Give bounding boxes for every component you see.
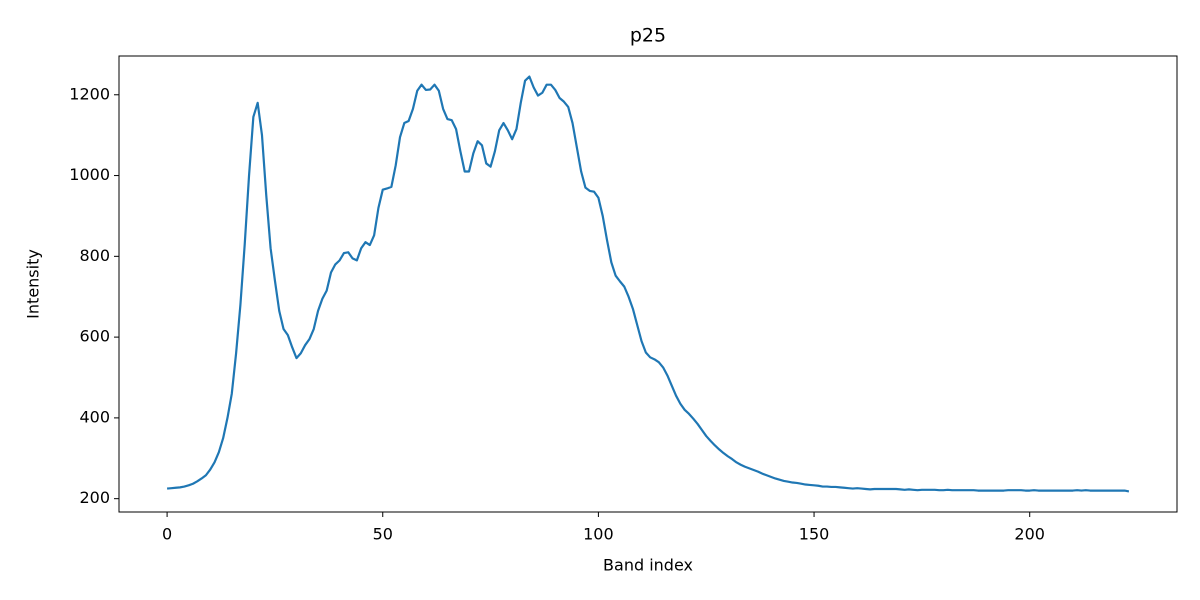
y-tick-label: 1200 <box>69 84 110 103</box>
data-line <box>166 75 1130 493</box>
y-tick-label: 400 <box>79 407 110 426</box>
x-tick-label: 0 <box>162 525 172 544</box>
x-tick-label: 50 <box>373 525 393 544</box>
y-tick-label: 800 <box>79 246 110 265</box>
plot-frame <box>118 55 1178 513</box>
y-tick-label: 600 <box>79 327 110 346</box>
x-tick-label: 200 <box>1014 525 1045 544</box>
x-tick-label: 100 <box>583 525 614 544</box>
x-tick-label: 150 <box>799 525 830 544</box>
y-axis-label: Intensity <box>24 249 43 319</box>
y-tick-label: 200 <box>79 488 110 507</box>
x-axis-label: Band index <box>603 556 693 575</box>
chart-title: p25 <box>630 25 666 47</box>
y-tick-label: 1000 <box>69 165 110 184</box>
